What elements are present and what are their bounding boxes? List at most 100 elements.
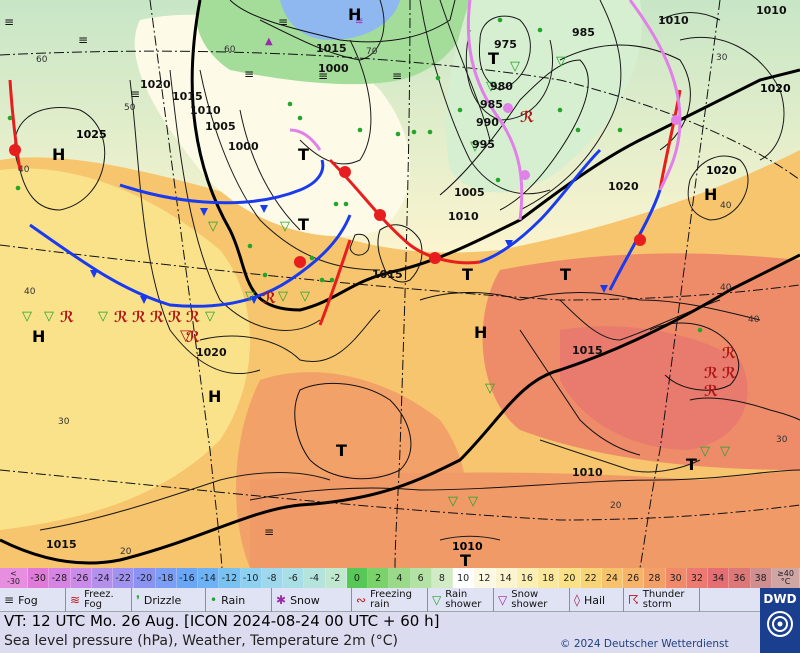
- dwd-logo-text: DWD: [763, 592, 797, 606]
- svg-text:▽: ▽: [22, 309, 32, 324]
- svg-text:1010: 1010: [756, 4, 787, 17]
- svg-text:30: 30: [58, 417, 70, 427]
- scale-cell: -22: [113, 568, 135, 588]
- svg-text:H: H: [32, 327, 45, 346]
- scale-cell: -20: [134, 568, 156, 588]
- freezing-fog-icon: ≋: [70, 593, 81, 607]
- scale-cell: 12: [474, 568, 496, 588]
- scale-cell: -4: [304, 568, 326, 588]
- scale-cell: 34: [708, 568, 730, 588]
- svg-text:70: 70: [366, 47, 378, 57]
- legend-label: Fog: [18, 593, 38, 607]
- legend-label: Freez. Fog: [84, 589, 114, 610]
- front-symbols: [9, 103, 681, 304]
- svg-text:▽: ▽: [208, 219, 218, 234]
- scale-cell: 20: [559, 568, 581, 588]
- svg-text:1005: 1005: [454, 186, 485, 199]
- svg-text:985: 985: [572, 26, 595, 39]
- svg-text:▽: ▽: [205, 309, 215, 324]
- svg-text:990: 990: [476, 116, 499, 129]
- legend-item-drizzle: ❜ Drizzle: [132, 588, 206, 612]
- temperature-labels: 40 40 40 30 20 20 30 40 40 50 60 60 70 3…: [18, 45, 788, 557]
- svg-text:≡: ≡: [264, 525, 274, 539]
- svg-text:H: H: [52, 145, 65, 164]
- svg-text:▽: ▽: [468, 494, 478, 509]
- svg-text:1000: 1000: [318, 62, 349, 75]
- svg-text:▽: ▽: [300, 289, 310, 304]
- svg-text:▽: ▽: [556, 54, 566, 69]
- scale-high-edge-top: ≥40: [777, 569, 794, 578]
- legend-item-freezing-rain: ∾ Freezing rain: [352, 588, 428, 612]
- scale-cell: -26: [70, 568, 92, 588]
- svg-text:40: 40: [18, 165, 30, 175]
- svg-text:T: T: [298, 145, 309, 164]
- isobar-value-labels: 1015 1010 1005 1000 1000 995 990 985 980…: [46, 4, 787, 551]
- svg-text:1020: 1020: [760, 82, 791, 95]
- svg-text:▽: ▽: [486, 79, 496, 94]
- svg-text:1025: 1025: [76, 128, 107, 141]
- svg-text:1010: 1010: [190, 104, 221, 117]
- svg-text:▽: ▽: [720, 444, 730, 459]
- scale-cell: 30: [665, 568, 687, 588]
- svg-text:▽: ▽: [180, 326, 192, 344]
- svg-text:▽: ▽: [470, 139, 480, 154]
- svg-text:980: 980: [490, 80, 513, 93]
- temp-zone-west-yellow: [0, 168, 250, 530]
- scale-cell: -2: [325, 568, 347, 588]
- temp-zone-green-arctic: [196, 0, 470, 85]
- legend-label: Drizzle: [143, 593, 182, 607]
- scale-cell: -28: [49, 568, 71, 588]
- scale-cell: 32: [686, 568, 708, 588]
- warm-front-uk: [328, 158, 481, 265]
- svg-text:ℛ: ℛ: [722, 344, 736, 362]
- svg-text:T: T: [686, 455, 697, 474]
- svg-text:▽: ▽: [280, 219, 290, 234]
- forecast-map[interactable]: ▽ ▽ ▽ ▽▽ ▽ ▽▽▽ ▽▽ ▽ ▽ ▽▽ ▽▽▽ ℛℛℛ ℛℛℛ ℛℛℛ ℛℛ ℛ …: [0, 0, 800, 568]
- svg-text:1005: 1005: [205, 120, 236, 133]
- scale-cell: -18: [155, 568, 177, 588]
- svg-text:1015: 1015: [372, 268, 403, 281]
- scale-low-edge: < -30: [0, 568, 28, 588]
- svg-text:30: 30: [716, 53, 728, 63]
- legend-label: Freezing rain: [370, 589, 412, 610]
- svg-text:H: H: [208, 387, 221, 406]
- svg-text:1015: 1015: [172, 90, 203, 103]
- scale-cell: -12: [219, 568, 241, 588]
- legend-item-snow: ✱ Snow: [272, 588, 352, 612]
- scale-low-edge-bottom: -30: [6, 577, 21, 586]
- scale-cells: -30 -28 -26 -24 -22 -20 -18 -16 -14 -12 -10 -8 -6 -4-…: [28, 568, 772, 588]
- svg-text:≡: ≡: [4, 15, 14, 29]
- legend-item-rain: • Rain: [206, 588, 272, 612]
- warm-front-west: [8, 79, 22, 171]
- legend-label: Hail: [583, 593, 606, 607]
- scale-cell: 22: [580, 568, 602, 588]
- svg-text:≡: ≡: [318, 69, 328, 83]
- scale-cell: -6: [283, 568, 305, 588]
- scale-cell: -30: [28, 568, 50, 588]
- occlusion-east: [628, 0, 682, 191]
- svg-text:▽: ▽: [448, 494, 458, 509]
- svg-text:T: T: [336, 441, 347, 460]
- svg-text:T: T: [488, 49, 499, 68]
- svg-text:1020: 1020: [196, 346, 227, 359]
- svg-text:T: T: [298, 215, 309, 234]
- temp-zone-africa-hot: [250, 470, 800, 568]
- legend-label: Snow shower: [511, 589, 548, 610]
- fog-icon: ≡: [4, 593, 15, 607]
- legend-label: Rain shower: [445, 589, 482, 610]
- svg-text:ℛ: ℛ: [150, 308, 164, 326]
- legend-item-hail: ◊ Hail: [570, 588, 624, 612]
- svg-text:1015: 1015: [316, 42, 347, 55]
- svg-text:≋: ≋: [355, 16, 363, 27]
- svg-text:▽: ▽: [510, 59, 520, 74]
- svg-text:1010: 1010: [658, 14, 689, 27]
- svg-text:985: 985: [480, 98, 503, 111]
- svg-text:H: H: [474, 323, 487, 342]
- fronts: [8, 0, 682, 326]
- svg-text:T: T: [560, 265, 571, 284]
- svg-text:ℛ: ℛ: [262, 289, 276, 307]
- legend-label: Thunder storm: [642, 589, 685, 610]
- scale-cell: 26: [623, 568, 645, 588]
- svg-text:ℛ: ℛ: [132, 308, 146, 326]
- svg-text:▽: ▽: [98, 309, 108, 324]
